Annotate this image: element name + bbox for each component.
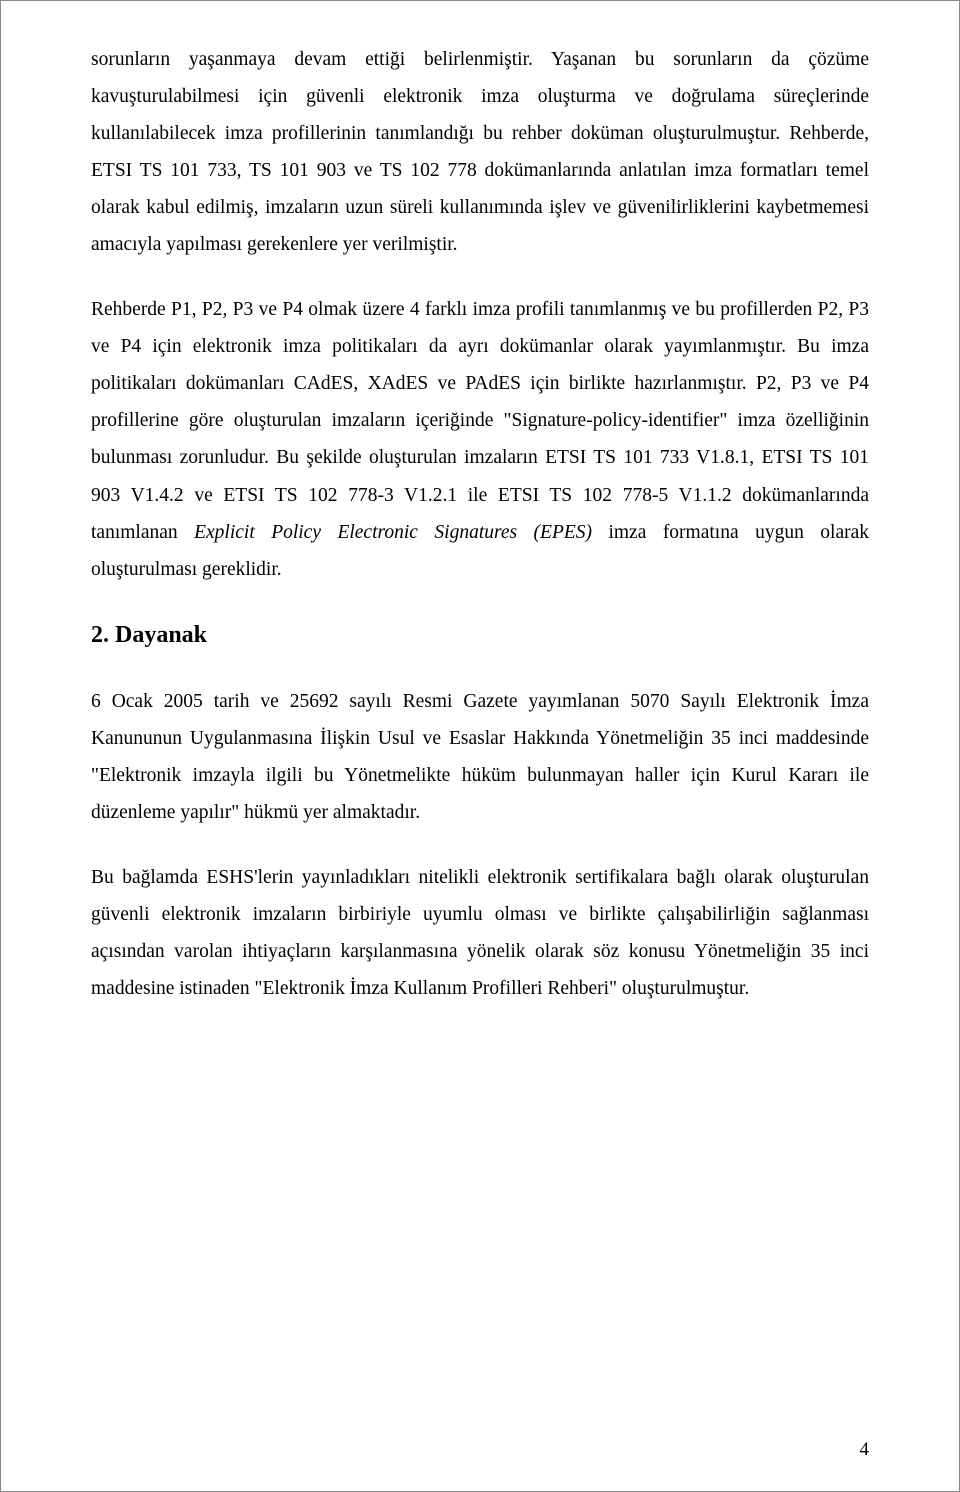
paragraph-1: sorunların yaşanmaya devam ettiği belirl… [91, 41, 869, 263]
paragraph-4: Bu bağlamda ESHS'lerin yayınladıkları ni… [91, 859, 869, 1007]
paragraph-3: 6 Ocak 2005 tarih ve 25692 sayılı Resmi … [91, 683, 869, 831]
paragraph-2b-italic: Explicit Policy Electronic Signatures (E… [194, 522, 592, 543]
paragraph-2a: Rehberde P1, P2, P3 ve P4 olmak üzere 4 … [91, 299, 869, 542]
page-number: 4 [860, 1439, 870, 1461]
section-heading-dayanak: 2. Dayanak [91, 622, 869, 649]
paragraph-2: Rehberde P1, P2, P3 ve P4 olmak üzere 4 … [91, 291, 869, 587]
